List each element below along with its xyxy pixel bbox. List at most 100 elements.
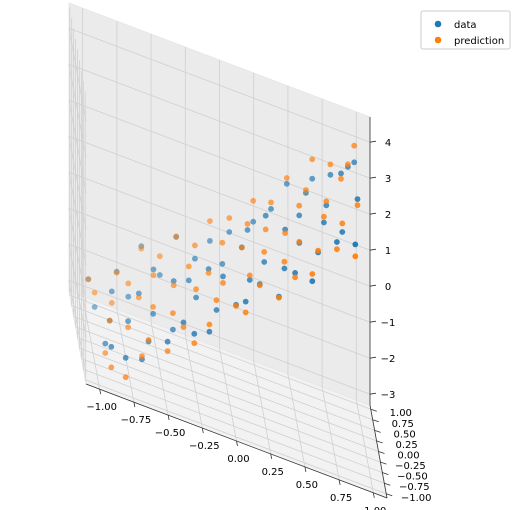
prediction-point (339, 220, 346, 227)
plot-points (85, 142, 361, 381)
data-point (220, 273, 226, 280)
x-tick-label: −0.25 (189, 441, 220, 452)
prediction-point (345, 161, 351, 168)
x-tick-label: −0.75 (121, 415, 152, 426)
z-tick-label: 3 (385, 174, 391, 185)
grid-line-z (68, 171, 371, 287)
data-point (262, 212, 269, 219)
prediction-point (276, 294, 282, 301)
data-point (207, 238, 213, 244)
z-tick (369, 320, 377, 323)
z-tick (369, 248, 377, 251)
prediction-point (108, 300, 115, 306)
legend: data prediction (420, 10, 511, 50)
prediction-point (135, 294, 142, 301)
z-tick-label: 1 (385, 246, 391, 257)
data-point (156, 272, 163, 278)
data-point (91, 304, 98, 310)
grid-line-z (68, 207, 371, 323)
z-tick (369, 212, 377, 215)
z-tick-label: 0 (385, 282, 391, 293)
y-tick (386, 493, 393, 497)
prediction-point (338, 175, 344, 182)
y-tick (378, 451, 385, 454)
grid-line-z (68, 208, 87, 302)
data-point (122, 354, 129, 361)
prediction-point (352, 253, 359, 260)
y-tick (384, 482, 391, 486)
prediction-point (170, 310, 176, 316)
x-tick-label: 1.00 (364, 506, 386, 510)
prediction-point (296, 202, 303, 209)
prediction-point (296, 238, 303, 245)
grid-line-z (68, 136, 87, 230)
x-tick-label: 0.75 (330, 493, 352, 504)
grid-line-y (85, 379, 387, 495)
prediction-point (242, 309, 249, 316)
y-tick-label: 1.00 (390, 408, 412, 419)
prediction-point (106, 317, 113, 324)
grid-line-y (75, 326, 377, 442)
data-point (193, 294, 200, 301)
grid-line-y (81, 358, 383, 474)
prediction-point (233, 303, 240, 309)
prediction-point (125, 324, 131, 331)
x-tick (167, 415, 170, 421)
y-tick-label: 0.75 (392, 419, 414, 430)
legend-label-data: data (454, 20, 477, 31)
grid-line-y (79, 347, 381, 463)
prediction-point (303, 187, 309, 193)
prediction-point (309, 156, 316, 163)
y-tick-label: −0.25 (395, 461, 426, 472)
grid-line-z (68, 63, 371, 179)
data-point (244, 227, 251, 233)
prediction-point (102, 350, 109, 356)
data-point (164, 338, 171, 345)
prediction-point (91, 289, 98, 296)
prediction-point (292, 274, 298, 281)
grid-line-z (68, 135, 371, 251)
x-tick (270, 453, 273, 460)
prediction-point (262, 226, 269, 233)
z-tick (369, 392, 377, 395)
data-point (213, 307, 220, 313)
prediction-point (138, 245, 145, 252)
prediction-point (283, 175, 290, 181)
data-point (170, 326, 176, 333)
prediction-point (150, 304, 157, 310)
data-point (85, 276, 92, 283)
prediction-point (125, 280, 132, 287)
z-tick (369, 284, 377, 287)
prediction-point (354, 202, 361, 209)
prediction-point (238, 244, 245, 251)
data-point (192, 255, 198, 262)
y-tick-label: −0.75 (399, 482, 430, 493)
data-point (102, 340, 109, 347)
prediction-point (139, 353, 145, 359)
legend-marker-prediction (434, 36, 442, 44)
y-tick (380, 461, 387, 465)
prediction-point (282, 230, 288, 237)
prediction-point (213, 297, 220, 304)
z-tick (369, 176, 377, 179)
data-point (352, 241, 359, 248)
y-tick-label: −1.00 (401, 493, 432, 504)
grid-line-z (68, 28, 87, 122)
prediction-point (256, 282, 263, 289)
x-tick-label: 0.50 (296, 480, 318, 491)
x-tick-label: −0.50 (155, 428, 186, 439)
data-point (339, 229, 346, 235)
prediction-point (281, 258, 288, 265)
data-point (268, 206, 274, 212)
grid-line-z (68, 64, 87, 158)
prediction-point (193, 286, 200, 293)
grid-line-z (68, 280, 87, 374)
y-tick-label: 0.50 (393, 429, 415, 440)
x-tick (99, 389, 102, 395)
data-point (309, 175, 316, 182)
grid-line-z (68, 100, 87, 194)
prediction-point (192, 242, 198, 249)
data-point (261, 259, 268, 265)
y-tick-label: 0.00 (397, 451, 419, 462)
prediction-point (145, 337, 152, 343)
